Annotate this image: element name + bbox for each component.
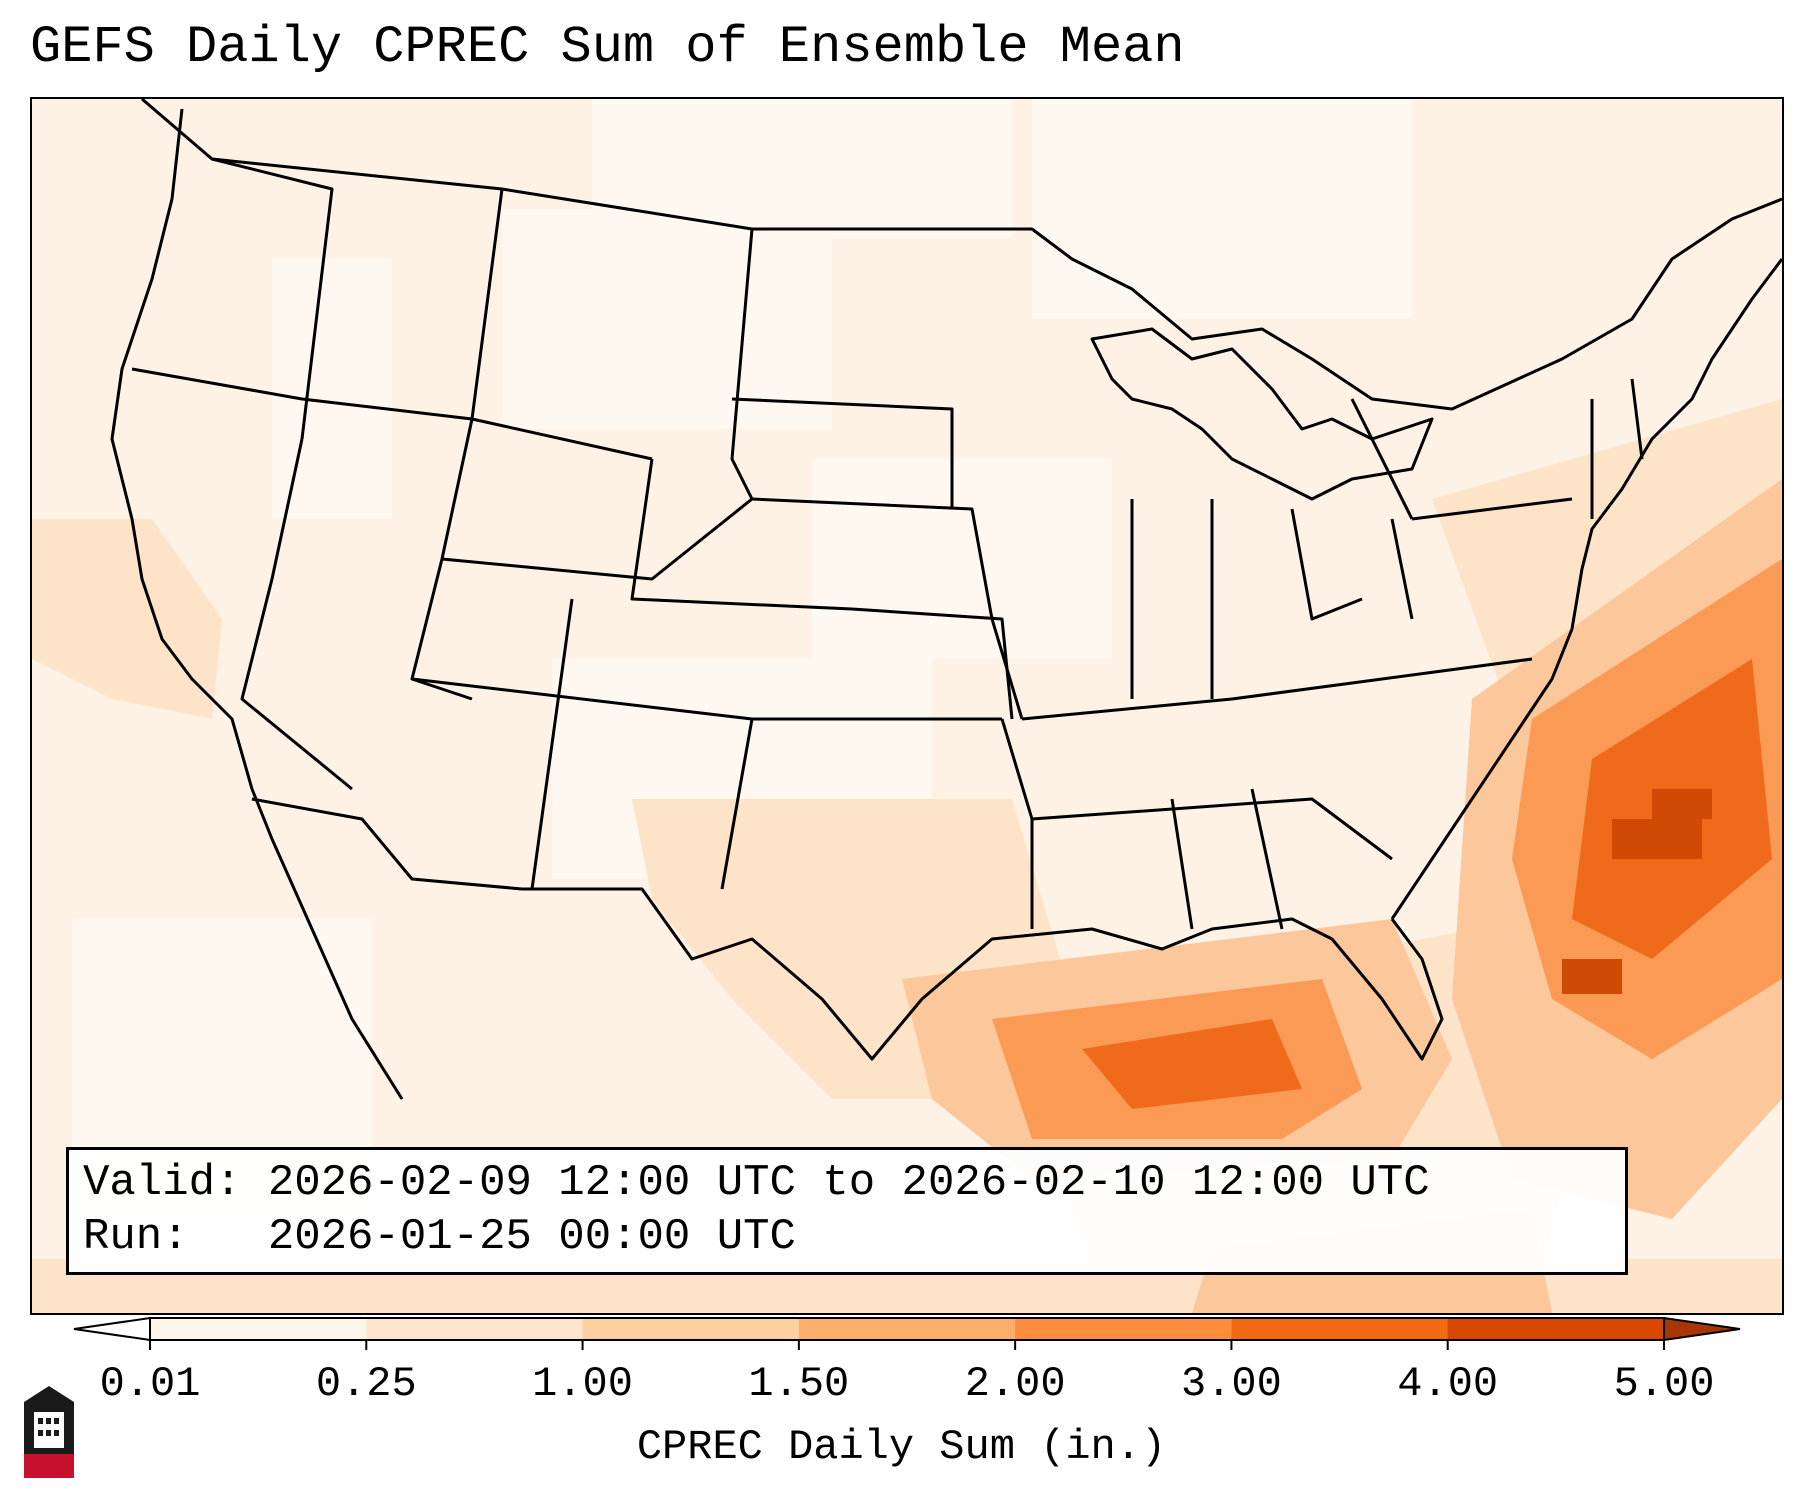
run-label: Run: (83, 1212, 189, 1262)
colorbar-tick-label: 3.00 (1181, 1360, 1282, 1408)
chart-title: GEFS Daily CPREC Sum of Ensemble Mean (30, 18, 1185, 77)
colorbar-tick-label: 4.00 (1397, 1360, 1499, 1408)
colorbar-tick-label: 0.25 (315, 1360, 417, 1408)
validity-info-box: Valid: 2026-02-09 12:00 UTC to 2026-02-1… (66, 1147, 1628, 1275)
colorbar-segment (1447, 1318, 1665, 1340)
run-value: 2026-01-25 00:00 UTC (267, 1212, 796, 1262)
colorbar-under-triangle (73, 1316, 151, 1342)
colorbar-segment (1015, 1318, 1232, 1340)
precipitation-map (32, 99, 1782, 1313)
valid-line: Valid: 2026-02-09 12:00 UTC to 2026-02-1… (83, 1156, 1611, 1210)
colorbar (73, 1316, 1741, 1350)
run-line: Run: 2026-01-25 00:00 UTC (83, 1210, 1611, 1264)
colorbar-tick-label: 5.00 (1613, 1360, 1715, 1408)
boundaries (110, 99, 1782, 1100)
colorbar-segment (150, 1318, 367, 1340)
colorbar-tick-label: 2.00 (964, 1360, 1066, 1408)
valid-label: Valid: (83, 1158, 242, 1208)
colorbar-segment (582, 1318, 800, 1340)
colorbar-over-triangle (1663, 1316, 1741, 1342)
very-heavy-precip-areas (1562, 789, 1712, 994)
colorbar-tick-label: 0.01 (99, 1360, 201, 1408)
valid-value: 2026-02-09 12:00 UTC to 2026-02-10 12:00… (267, 1158, 1430, 1208)
niu-logo (24, 1386, 74, 1478)
colorbar-segment (1231, 1318, 1449, 1340)
colorbar-label: CPREC Daily Sum (in.) (636, 1423, 1167, 1471)
colorbar-segment (366, 1318, 584, 1340)
colorbar-segment (798, 1318, 1016, 1340)
colorbar-tick-label: 1.00 (532, 1360, 633, 1408)
map-panel (30, 97, 1784, 1315)
colorbar-tick-label: 1.50 (748, 1360, 850, 1408)
colorbar-outline (149, 1317, 1665, 1341)
